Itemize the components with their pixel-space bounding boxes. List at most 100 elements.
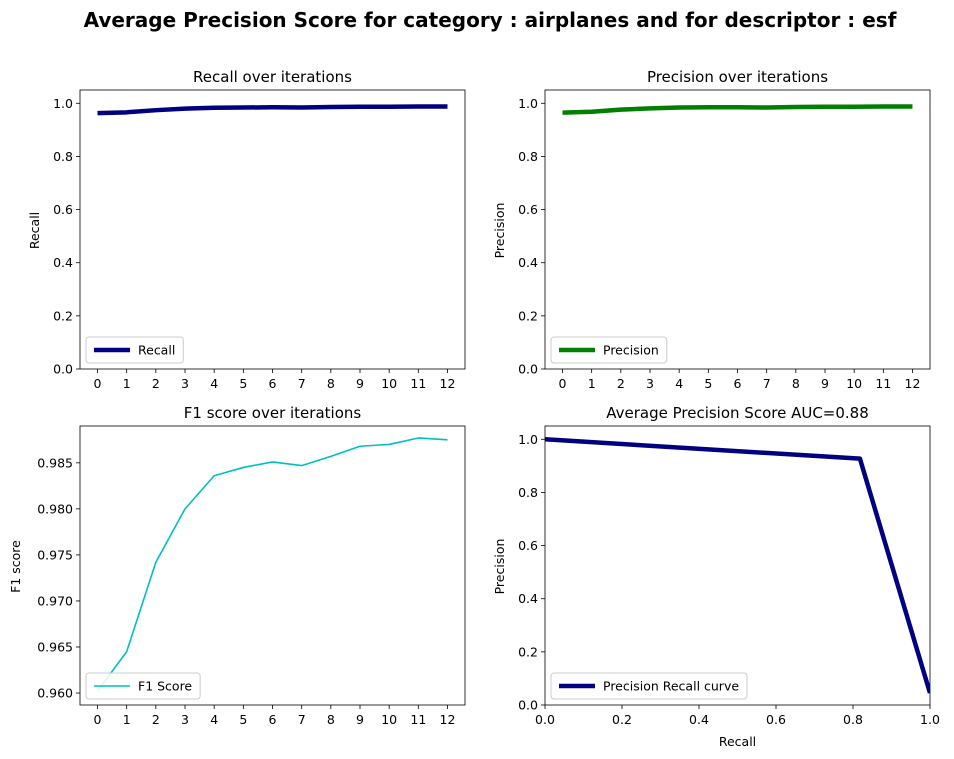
f1-xtick-label: 0	[94, 712, 102, 727]
precision-ytick-label: 0.2	[518, 308, 538, 323]
recall-xtick-label: 7	[298, 376, 306, 391]
f1-ytick-label: 0.980	[37, 501, 73, 516]
precision-legend-box	[550, 336, 668, 364]
precision-xtick-label: 7	[763, 376, 771, 391]
f1-subplot-ylabel: F1 score	[8, 540, 23, 593]
figure-title: Average Precision Score for category : a…	[84, 8, 897, 32]
recall-xtick-label: 5	[239, 376, 247, 391]
pr-curve-legend-label: Precision Recall curve	[603, 679, 739, 694]
pr-curve-xtick-label: 1.0	[920, 712, 940, 727]
recall-xtick-label: 8	[327, 376, 335, 391]
precision-legend-label: Precision	[603, 343, 659, 358]
recall-legend-label: Recall	[138, 343, 175, 358]
pr-curve-xtick-label: 0.4	[689, 712, 709, 727]
recall-ytick-label: 0.2	[53, 308, 73, 323]
recall-ytick-label: 0.8	[53, 149, 73, 164]
pr-curve-subplot: Average Precision Score AUC=0.88 Precisi…	[492, 404, 940, 749]
precision-xtick-label: 2	[617, 376, 625, 391]
precision-xtick-label: 11	[875, 376, 891, 391]
pr-curve-ytick-label: 0.4	[518, 591, 538, 606]
precision-xtick-label: 10	[846, 376, 862, 391]
f1-ytick-label: 0.965	[37, 639, 73, 654]
f1-xtick-label: 1	[123, 712, 131, 727]
precision-xtick-label: 3	[646, 376, 654, 391]
pr-curve-subplot-title: Average Precision Score AUC=0.88	[606, 404, 869, 422]
pr-curve-ytick-label: 0.6	[518, 538, 538, 553]
precision-xtick-label: 5	[704, 376, 712, 391]
pr-curve-subplot-xlabel: Recall	[719, 734, 756, 749]
pr-curve-xtick-label: 0.2	[612, 712, 632, 727]
f1-ytick-label: 0.975	[37, 547, 73, 562]
recall-ytick-label: 0.6	[53, 202, 73, 217]
precision-xtick-label: 4	[675, 376, 683, 391]
precision-axes-frame	[544, 89, 931, 370]
precision-series-line-precision	[562, 104, 913, 115]
f1-legend-label: F1 Score	[138, 679, 192, 694]
recall-xtick-label: 2	[152, 376, 160, 391]
recall-ytick-label: 0.0	[53, 362, 73, 377]
pr-curve-ytick-label: 0.0	[518, 698, 538, 713]
f1-ytick-label: 0.985	[37, 455, 73, 470]
precision-xtick-label: 9	[821, 376, 829, 391]
recall-xtick-label: 12	[440, 376, 456, 391]
f1-xtick-label: 10	[381, 712, 397, 727]
precision-xtick-label: 8	[792, 376, 800, 391]
recall-xtick-label: 4	[210, 376, 218, 391]
f1-xtick-label: 4	[210, 712, 218, 727]
recall-xtick-label: 6	[269, 376, 277, 391]
f1-ytick-label: 0.970	[37, 593, 73, 608]
f1-xtick-label: 11	[410, 712, 426, 727]
recall-subplot-title: Recall over iterations	[193, 68, 352, 86]
recall-xtick-label: 1	[123, 376, 131, 391]
f1-xtick-label: 9	[356, 712, 364, 727]
precision-xtick-label: 1	[588, 376, 596, 391]
pr-curve-ytick-label: 1.0	[518, 432, 538, 447]
f1-subplot-title: F1 score over iterations	[184, 404, 362, 422]
recall-xtick-label: 10	[381, 376, 397, 391]
f1-xtick-label: 2	[152, 712, 160, 727]
f1-series-line-f1-score	[96, 437, 448, 692]
pr-curve-ytick-label: 0.2	[518, 644, 538, 659]
pr-curve-axes-frame	[544, 425, 931, 706]
pr-curve-xtick-label: 0.0	[535, 712, 555, 727]
precision-ytick-label: 0.0	[518, 362, 538, 377]
pr-curve-ytick-label: 0.8	[518, 485, 538, 500]
precision-ytick-label: 0.8	[518, 149, 538, 164]
precision-xtick-label: 12	[905, 376, 921, 391]
pr-curve-series-line-precision-recall-curve	[545, 437, 930, 694]
f1-xtick-label: 8	[327, 712, 335, 727]
recall-xtick-label: 9	[356, 376, 364, 391]
recall-xtick-label: 11	[410, 376, 426, 391]
precision-xtick-label: 6	[734, 376, 742, 391]
recall-ytick-label: 0.4	[53, 255, 73, 270]
f1-xtick-label: 3	[181, 712, 189, 727]
pr-curve-xtick-label: 0.8	[843, 712, 863, 727]
f1-axes-frame	[79, 425, 466, 706]
recall-subplot-ylabel: Recall	[27, 212, 42, 249]
pr-curve-legend-box	[550, 672, 748, 700]
pr-curve-subplot-ylabel: Precision	[492, 539, 507, 595]
f1-xtick-label: 12	[440, 712, 456, 727]
precision-xtick-label: 0	[559, 376, 567, 391]
recall-ytick-label: 1.0	[53, 96, 73, 111]
f1-xtick-label: 7	[298, 712, 306, 727]
f1-ytick-label: 0.960	[37, 686, 73, 701]
precision-subplot-ylabel: Precision	[492, 203, 507, 259]
f1-xtick-label: 5	[239, 712, 247, 727]
precision-subplot-title: Precision over iterations	[647, 68, 828, 86]
f1-xtick-label: 6	[269, 712, 277, 727]
precision-ytick-label: 0.4	[518, 255, 538, 270]
pr-curve-xtick-label: 0.6	[766, 712, 786, 727]
recall-series-line-recall	[97, 104, 448, 116]
recall-xtick-label: 3	[181, 376, 189, 391]
recall-axes-frame	[79, 89, 466, 370]
recall-legend-box	[85, 336, 184, 364]
precision-ytick-label: 0.6	[518, 202, 538, 217]
f1-legend-box	[85, 672, 201, 700]
precision-ytick-label: 1.0	[518, 96, 538, 111]
